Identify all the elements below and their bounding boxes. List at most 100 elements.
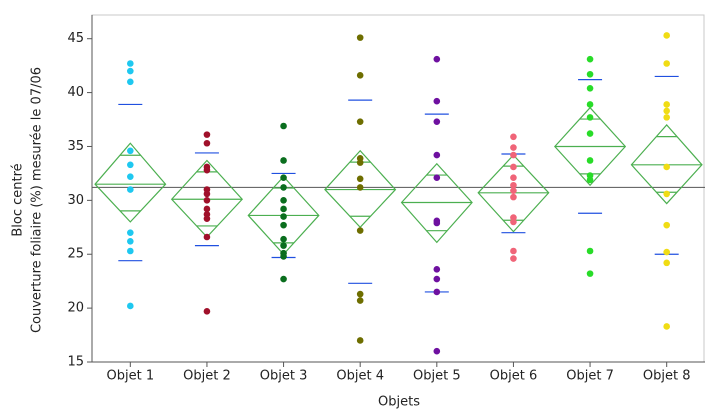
data-point bbox=[356, 72, 364, 79]
data-point bbox=[510, 163, 517, 171]
data-point bbox=[280, 184, 287, 191]
data-point bbox=[203, 205, 211, 213]
data-point bbox=[510, 218, 517, 226]
data-point bbox=[586, 130, 594, 137]
data-point bbox=[203, 233, 211, 241]
data-point bbox=[663, 163, 670, 171]
data-point bbox=[433, 219, 441, 227]
x-tick-label: Objet 3 bbox=[260, 369, 308, 384]
data-point bbox=[127, 161, 134, 169]
data-point bbox=[127, 302, 134, 310]
data-point bbox=[586, 55, 594, 63]
data-point bbox=[280, 221, 287, 229]
data-point bbox=[127, 247, 134, 255]
data-point bbox=[510, 181, 517, 189]
data-point bbox=[433, 55, 441, 63]
data-point bbox=[510, 174, 517, 182]
data-point bbox=[586, 101, 594, 108]
data-point bbox=[586, 176, 594, 184]
data-point bbox=[356, 290, 364, 298]
data-point bbox=[280, 197, 287, 204]
x-axis-label: Objets bbox=[378, 395, 420, 410]
data-point bbox=[127, 60, 134, 67]
data-point bbox=[663, 323, 670, 330]
data-point bbox=[510, 193, 517, 201]
data-point bbox=[203, 166, 211, 174]
data-point bbox=[280, 242, 287, 249]
y-tick-label: 25 bbox=[67, 247, 84, 262]
data-point bbox=[663, 107, 670, 115]
data-point bbox=[663, 221, 670, 229]
data-point bbox=[433, 347, 441, 355]
data-point bbox=[280, 253, 287, 260]
data-point bbox=[663, 248, 670, 256]
y-tick-label: 45 bbox=[67, 31, 84, 46]
data-point bbox=[433, 266, 441, 273]
y-tick-label: 15 bbox=[67, 355, 84, 370]
data-point bbox=[127, 238, 134, 245]
data-point bbox=[663, 190, 670, 198]
data-point bbox=[356, 297, 364, 304]
data-point bbox=[663, 101, 670, 108]
y-axis-label: Couverture foliaire (%) mesurée le 07/06 bbox=[30, 67, 45, 333]
y-tick-label: 35 bbox=[67, 139, 84, 154]
y-axis-label: Bloc centré bbox=[11, 163, 26, 236]
data-point bbox=[510, 133, 517, 141]
y-tick-label: 30 bbox=[67, 193, 84, 208]
data-point bbox=[586, 157, 594, 164]
data-point bbox=[433, 151, 441, 159]
data-point bbox=[433, 118, 441, 125]
data-point bbox=[586, 114, 594, 121]
data-point bbox=[280, 205, 287, 213]
data-point bbox=[203, 190, 211, 198]
data-point bbox=[586, 70, 594, 78]
data-point bbox=[510, 187, 517, 194]
data-point bbox=[280, 275, 287, 283]
data-point bbox=[663, 114, 670, 121]
data-point bbox=[510, 247, 517, 255]
data-point bbox=[586, 247, 594, 255]
y-tick-label: 20 bbox=[67, 301, 84, 316]
data-point bbox=[280, 157, 287, 164]
data-point bbox=[356, 175, 364, 183]
data-point bbox=[356, 184, 364, 191]
data-point bbox=[510, 144, 517, 151]
data-point bbox=[586, 270, 594, 277]
data-point bbox=[586, 84, 594, 92]
data-point bbox=[663, 60, 670, 67]
data-point bbox=[203, 308, 211, 315]
x-tick-label: Objet 7 bbox=[566, 369, 614, 384]
x-tick-label: Objet 8 bbox=[643, 369, 691, 384]
data-point bbox=[510, 255, 517, 262]
data-point bbox=[280, 213, 287, 220]
data-point bbox=[433, 174, 441, 182]
data-point bbox=[280, 174, 287, 182]
data-point bbox=[433, 275, 441, 283]
data-point bbox=[356, 159, 364, 166]
data-point bbox=[203, 139, 211, 147]
data-point bbox=[280, 122, 287, 130]
data-point bbox=[356, 227, 364, 234]
data-point bbox=[127, 229, 134, 236]
data-point bbox=[433, 288, 441, 296]
x-tick-label: Objet 5 bbox=[413, 369, 461, 384]
data-point bbox=[663, 259, 670, 267]
plot-frame bbox=[91, 14, 705, 363]
data-point bbox=[127, 186, 134, 193]
x-tick-label: Objet 4 bbox=[336, 369, 384, 384]
x-tick-label: Objet 1 bbox=[107, 369, 155, 384]
data-point bbox=[127, 147, 134, 155]
x-tick-label: Objet 6 bbox=[490, 369, 538, 384]
data-point bbox=[203, 215, 211, 222]
data-point bbox=[127, 67, 134, 75]
data-point bbox=[663, 32, 670, 39]
data-point bbox=[203, 197, 211, 204]
data-point bbox=[127, 173, 134, 180]
data-point bbox=[356, 118, 364, 125]
data-point bbox=[280, 235, 287, 243]
data-point bbox=[127, 78, 134, 86]
data-point bbox=[356, 34, 364, 41]
data-point bbox=[203, 131, 211, 138]
